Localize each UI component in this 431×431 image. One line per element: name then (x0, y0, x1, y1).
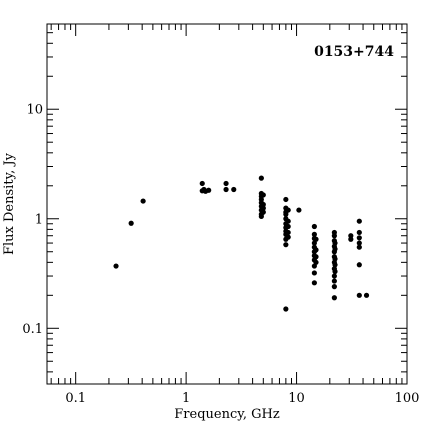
data-point (331, 295, 337, 301)
x-axis-title: Frequency, GHz (174, 407, 280, 422)
y-tick-label: 0.1 (22, 322, 43, 337)
data-point (311, 223, 317, 230)
data-point (311, 270, 317, 276)
data-point (258, 213, 264, 220)
data-point (285, 218, 291, 224)
data-point (332, 246, 338, 252)
data-point (356, 240, 362, 246)
data-point (311, 280, 317, 286)
y-tick-label: 1 (35, 212, 43, 227)
y-tick-label: 10 (26, 103, 43, 118)
x-tick-label: 10 (288, 391, 305, 406)
data-point (356, 262, 362, 268)
x-tick-label: 1 (182, 391, 190, 406)
data-point (283, 211, 289, 217)
data-point (285, 207, 291, 213)
data-point (283, 306, 289, 312)
data-point (356, 292, 362, 298)
data-point (285, 223, 291, 230)
data-point (331, 273, 337, 279)
x-tick-label: 100 (395, 391, 420, 406)
data-point (223, 186, 229, 193)
data-point (348, 236, 354, 242)
x-tick-label: 0.1 (65, 391, 86, 406)
data-point (283, 196, 289, 203)
data-point (331, 278, 337, 284)
data-point (223, 180, 229, 187)
data-point (363, 292, 370, 298)
data-point (332, 268, 338, 275)
source-annotation: 0153+744 (314, 44, 394, 60)
data-point (296, 207, 302, 213)
data-point (356, 229, 362, 236)
data-point (285, 229, 291, 236)
data-point (356, 218, 362, 224)
data-point (199, 180, 205, 187)
data-point (140, 198, 146, 204)
data-point (331, 284, 337, 290)
data-point (113, 263, 119, 269)
data-point (260, 192, 266, 198)
data-point (231, 186, 237, 193)
plot-frame (46, 23, 408, 385)
data-point (331, 233, 337, 239)
data-point (356, 244, 362, 250)
data-point (260, 209, 266, 215)
data-point (285, 234, 291, 240)
data-point (332, 256, 338, 262)
data-point (260, 201, 266, 208)
data-point (260, 205, 266, 211)
data-point (332, 240, 338, 246)
data-point (206, 187, 212, 193)
x-tick-labels: 0.1 1 10 100 (65, 391, 419, 406)
data-point (128, 220, 134, 226)
axis-ticks (47, 23, 408, 384)
y-axis-title: Flux Density, Jy (2, 152, 17, 255)
y-tick-labels: 0.1 1 10 (22, 103, 43, 337)
data-point (332, 262, 338, 268)
data-point (283, 242, 289, 248)
data-point (313, 259, 319, 265)
data-point (311, 231, 317, 237)
data-points (113, 175, 370, 312)
data-point (258, 175, 264, 181)
data-point (313, 236, 319, 242)
data-point (313, 247, 319, 253)
data-point (356, 235, 362, 241)
data-point (313, 254, 319, 260)
